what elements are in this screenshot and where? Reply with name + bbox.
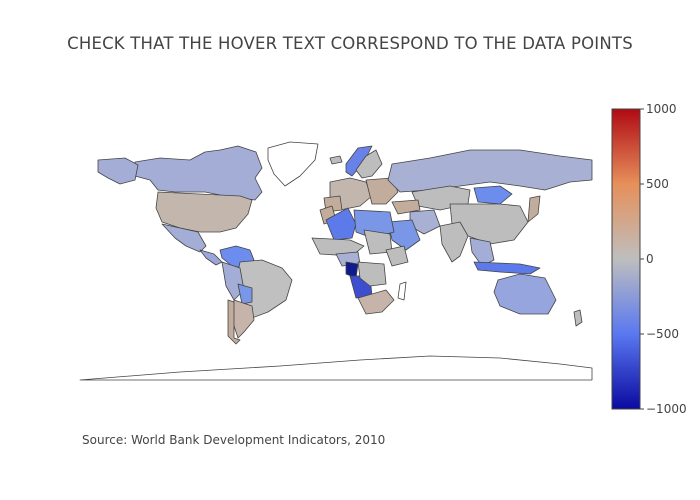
region-russia: [387, 149, 593, 193]
region-central-america: [199, 249, 223, 266]
region-iceland: [329, 155, 343, 165]
colorbar-tick: 0: [646, 252, 654, 266]
region-antarctica: [79, 355, 593, 381]
region-alaska: [97, 157, 139, 185]
region-indonesia: [473, 261, 541, 275]
region-horn: [385, 245, 409, 267]
colorbar: [611, 108, 641, 410]
region-canada: [134, 145, 263, 201]
colorbar-tick: 1000: [646, 102, 677, 116]
region-mexico: [161, 223, 207, 253]
region-chile: [227, 299, 241, 345]
region-greenland: [267, 141, 319, 187]
source-annotation: Source: World Bank Development Indicator…: [82, 433, 386, 447]
region-sweden: [355, 149, 383, 179]
colorbar-tick: 500: [646, 177, 669, 191]
region-peru: [221, 261, 245, 301]
region-australia: [493, 273, 557, 315]
colorbar-tick: −1000: [646, 402, 687, 416]
colorbar-tick: −500: [646, 327, 679, 341]
region-mongolia: [473, 185, 513, 205]
region-drc: [357, 261, 387, 287]
region-new-zealand: [573, 309, 583, 327]
region-bolivia: [237, 283, 253, 305]
region-japan: [527, 195, 541, 223]
region-arabia: [387, 219, 421, 251]
region-se-asia: [469, 237, 495, 267]
region-madagascar: [397, 281, 407, 301]
region-southern-africa: [357, 289, 395, 315]
region-west-africa: [311, 237, 365, 257]
region-india: [439, 221, 469, 263]
chart-title: CHECK THAT THE HOVER TEXT CORRESPOND TO …: [67, 34, 633, 53]
region-turkey: [391, 199, 421, 215]
region-algeria: [325, 207, 357, 241]
region-europe-east: [365, 177, 399, 205]
region-usa: [155, 191, 253, 233]
region-argentina: [231, 299, 255, 339]
